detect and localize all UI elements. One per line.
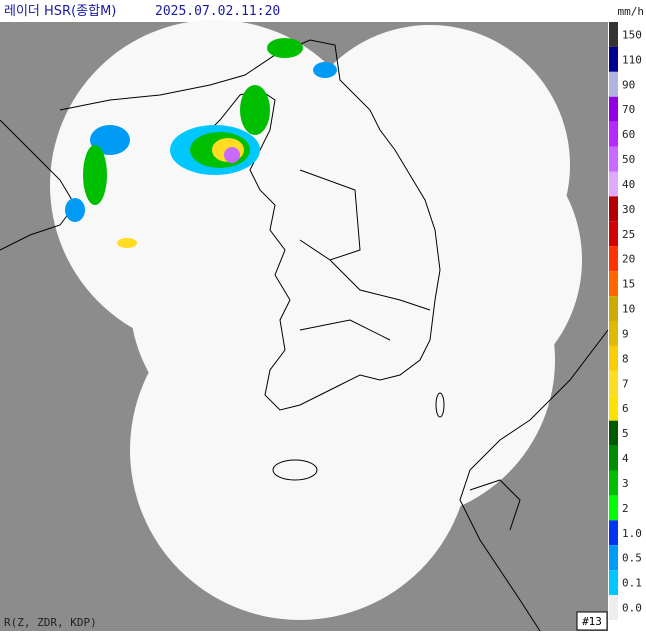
legend-swatch: [609, 470, 618, 496]
legend-swatch: [609, 96, 618, 122]
legend-label: 6: [622, 402, 629, 415]
algorithm-label: R(Z, ZDR, KDP): [4, 616, 97, 629]
legend-swatch: [609, 495, 618, 521]
legend-label: 25: [622, 228, 635, 241]
coastline: [0, 39, 609, 632]
legend-label: 50: [622, 153, 635, 166]
legend-swatch: [609, 246, 618, 272]
legend-swatch: [609, 345, 618, 371]
legend-label: 90: [622, 78, 635, 91]
legend-label: 10: [622, 303, 635, 316]
legend-swatch: [609, 171, 618, 197]
station-box: [576, 611, 608, 631]
legend-label: 1.0: [622, 527, 642, 540]
legend-swatch: [609, 321, 618, 346]
header-bar: [0, 0, 646, 22]
legend-swatch: [609, 420, 618, 446]
legend-swatch: [609, 271, 618, 297]
legend-label: 0.1: [622, 577, 642, 590]
legend-label: 5: [622, 427, 629, 440]
legend-label: 0.0: [622, 602, 642, 615]
legend-swatch: [609, 570, 618, 596]
legend-swatch: [609, 196, 618, 222]
legend-swatch: [609, 296, 618, 321]
legend-label: 9: [622, 327, 629, 340]
legend-label: 40: [622, 178, 635, 191]
unit: mm/h: [618, 5, 645, 18]
legend-swatch: [609, 445, 618, 471]
legend-label: 110: [622, 53, 642, 66]
legend-swatch: [609, 22, 618, 47]
legend-label: 150: [622, 28, 642, 41]
legend-swatch: [609, 545, 618, 571]
legend-swatch: [609, 146, 618, 172]
legend-swatch: [609, 121, 618, 147]
legend-label: 30: [622, 203, 635, 216]
legend-label: 3: [622, 477, 629, 490]
legend-label: 15: [622, 278, 635, 291]
legend-label: 8: [622, 352, 629, 365]
legend-label: 60: [622, 128, 635, 141]
title: 레이더 HSR(종합M): [4, 4, 116, 19]
legend-swatch: [609, 46, 618, 72]
legend-swatch: [609, 520, 618, 546]
legend-label: 70: [622, 103, 635, 116]
legend-label: 0.5: [622, 552, 642, 565]
legend-swatch: [609, 71, 618, 97]
legend-label: 4: [622, 452, 629, 465]
legend-swatch: [609, 595, 618, 620]
legend-swatch: [609, 221, 618, 247]
timestamp: 2025.07.02.11:20: [155, 4, 280, 19]
precipitation: [65, 38, 337, 248]
legend-label: 2: [622, 502, 629, 515]
legend-label: 20: [622, 253, 635, 266]
radar-coverage: [50, 20, 582, 620]
legend-swatch: [609, 370, 618, 396]
legend-label: 7: [622, 377, 629, 390]
legend-swatch: [609, 395, 618, 421]
legend: 150 110 90 70 60 50 40 30 25 20 15 10 9 8 7 6 5 4 3 2 1.0 0.5…: [609, 22, 642, 620]
station-label: #13: [582, 615, 602, 628]
